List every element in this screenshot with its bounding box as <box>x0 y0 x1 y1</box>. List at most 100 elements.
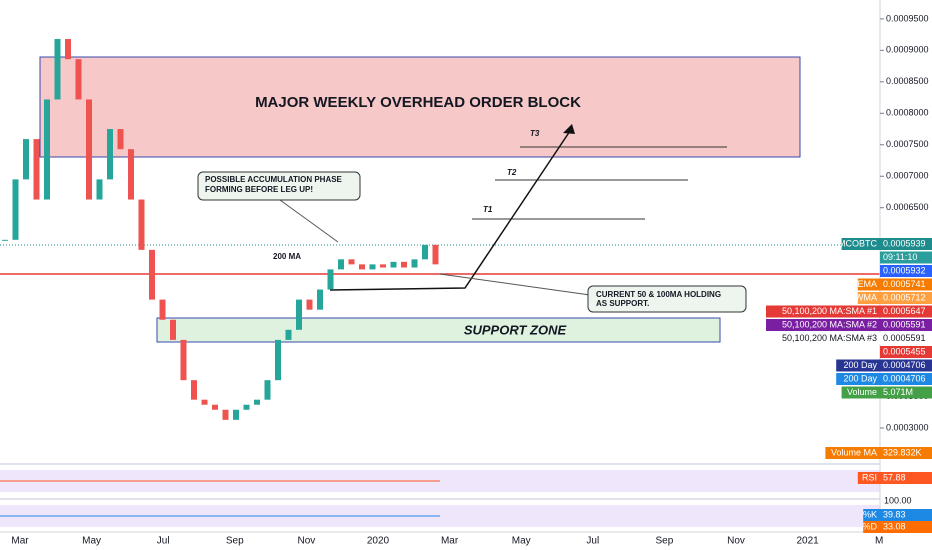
label-name: 200 Day <box>843 373 877 383</box>
candle <box>411 259 418 268</box>
candle <box>75 59 82 100</box>
callout-box <box>197 171 361 201</box>
label-name-bg <box>857 278 880 291</box>
candle <box>44 99 50 200</box>
label-name: MCOBTC <box>838 238 877 248</box>
label-value-bg <box>880 278 932 291</box>
callout-line <box>279 199 339 243</box>
ma-label: 200 MA <box>273 252 301 261</box>
candle <box>33 139 40 200</box>
callout-text: CURRENT 50 & 100MA HOLDING <box>596 290 721 299</box>
candle <box>285 329 292 340</box>
candle <box>201 399 208 405</box>
x-tick-label: Sep <box>226 536 244 547</box>
candle <box>338 259 344 270</box>
x-tick-label: May <box>512 536 531 547</box>
label-name-bg <box>766 319 880 331</box>
label-name: EMA <box>857 279 877 289</box>
candle <box>117 129 124 150</box>
label-name-bg <box>857 472 880 484</box>
label-name-bg <box>766 305 880 318</box>
label-name: 50,100,200 MA:SMA #3 <box>782 333 877 343</box>
label-value: 0.0004706 <box>883 360 926 370</box>
candle <box>170 319 176 340</box>
label-name: WMA <box>855 292 877 302</box>
x-tick-label: Nov <box>727 536 745 547</box>
label-value: 09:11:10 <box>883 252 917 262</box>
candle <box>348 259 355 265</box>
callout-text: POSSIBLE ACCUMULATION PHASE <box>205 175 343 184</box>
candle <box>327 269 334 290</box>
y-tick-label: 0.0007500 <box>886 139 929 149</box>
label-value-bg <box>880 319 932 331</box>
label-value: 0.0005591 <box>883 319 926 329</box>
target-label: T2 <box>507 168 517 177</box>
pane-divider <box>0 498 880 500</box>
label-value-bg <box>880 373 932 385</box>
label-name-bg <box>836 373 880 385</box>
candle <box>401 261 407 268</box>
label-name: 50,100,200 MA:SMA #2 <box>782 319 877 329</box>
target-label: T3 <box>530 129 540 138</box>
label-name: 200 Day <box>843 360 877 370</box>
candle <box>96 179 103 200</box>
label-value: 33.08 <box>883 521 906 531</box>
label-value-bg <box>880 359 932 372</box>
x-tick-label: Jul <box>586 536 599 547</box>
candle <box>159 299 166 320</box>
x-tick-label: 2020 <box>367 536 390 547</box>
y-tick-label: 0.0009500 <box>886 13 929 23</box>
label-value-bg <box>880 332 932 345</box>
label-value: 39.83 <box>883 509 906 519</box>
target-label: T1 <box>483 205 493 214</box>
candle <box>254 399 260 405</box>
label-value: 0.0005741 <box>883 279 926 289</box>
candle <box>264 380 271 400</box>
label-value: 0.0004706 <box>883 373 926 383</box>
order-block <box>39 56 801 158</box>
y-tick-label: 0.0006500 <box>886 202 929 212</box>
label-value-bg <box>880 472 932 484</box>
x-tick-label: Jul <box>157 536 170 547</box>
y-tick-label: 0.0003000 <box>886 422 929 432</box>
candle <box>296 299 302 330</box>
label-name-bg <box>857 292 880 304</box>
support-zone <box>156 317 721 343</box>
label-value: 0.0005939 <box>883 238 926 248</box>
y-tick-label: 0.0007000 <box>886 171 929 181</box>
label-value-bg <box>880 251 932 264</box>
candle <box>86 99 92 200</box>
projection-arrow <box>329 127 573 291</box>
candle <box>138 199 145 250</box>
label-value: 0.0005647 <box>883 306 926 316</box>
label-value-bg <box>880 292 932 304</box>
order-block-label: MAJOR WEEKLY OVERHEAD ORDER BLOCK <box>255 94 581 111</box>
label-value: 0.0005712 <box>883 292 926 302</box>
label-name: %K <box>863 509 877 519</box>
label-name-bg <box>766 332 880 345</box>
label-value: 0.0005932 <box>883 265 926 275</box>
callout-box <box>587 285 747 313</box>
label-value-bg <box>880 305 932 318</box>
callout-text: FORMING BEFORE LEG UP! <box>205 185 313 194</box>
label-value-bg <box>880 447 932 459</box>
candle <box>243 404 250 410</box>
x-tick-label: 2021 <box>796 536 819 547</box>
candle <box>149 249 155 300</box>
y-tick-label: 0.0009000 <box>886 45 929 55</box>
label-value-bg <box>880 346 932 358</box>
label-value: 57.88 <box>883 472 906 482</box>
candle <box>212 404 218 410</box>
candle <box>65 39 71 60</box>
label-name: %D <box>862 521 877 531</box>
label-value-bg <box>880 386 932 399</box>
candle <box>233 409 239 420</box>
candle <box>54 39 61 100</box>
x-tick-label: Nov <box>298 536 316 547</box>
label-name: 50,100,200 MA:SMA #1 <box>782 306 877 316</box>
candle <box>369 264 376 270</box>
x-tick-label: M <box>875 536 883 547</box>
support-zone-label: SUPPORT ZONE <box>464 322 567 337</box>
candle <box>2 239 8 241</box>
